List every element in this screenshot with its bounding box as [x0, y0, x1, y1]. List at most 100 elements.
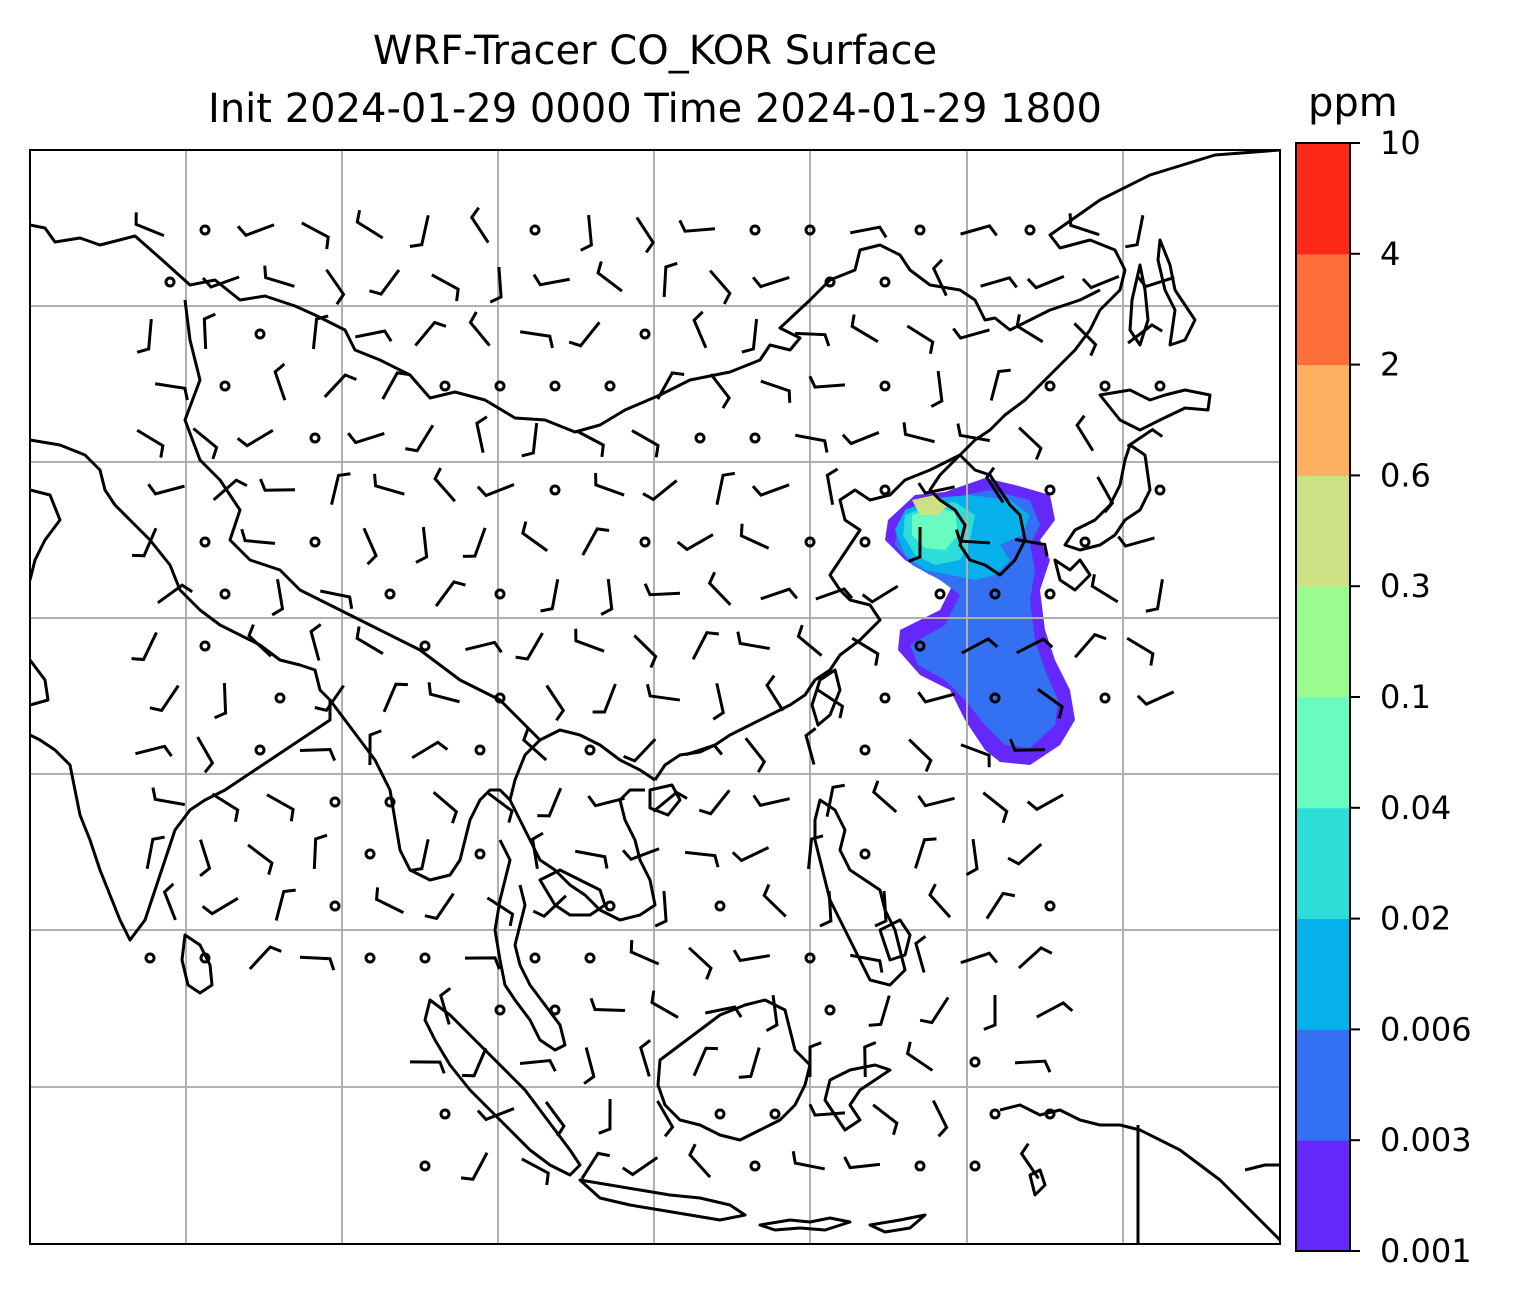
wind-barb: [960, 951, 999, 965]
wind-barb: [965, 838, 979, 876]
wind-barb: [871, 780, 898, 814]
wind-barb: [642, 479, 678, 502]
calm-wind-marker: [604, 900, 616, 912]
colorbar-tick-label: 0.1: [1380, 678, 1431, 716]
colorbar-segment: [1296, 475, 1350, 587]
calm-wind-marker: [1044, 484, 1056, 496]
wind-barb: [874, 890, 888, 928]
wind-barb: [952, 327, 990, 340]
wind-barb: [145, 835, 165, 870]
wind-barb: [738, 1047, 761, 1079]
wind-barbs: [131, 206, 1175, 1186]
wind-barb: [685, 743, 724, 757]
calm-wind-marker: [494, 1004, 506, 1016]
wind-barb: [594, 472, 625, 497]
wind-barb: [475, 415, 488, 453]
wind-barb: [985, 891, 1016, 920]
wind-barb: [623, 738, 657, 763]
wind-barb: [760, 587, 799, 601]
wind-barb: [1125, 214, 1145, 249]
wind-barb: [309, 623, 322, 661]
wind-barb: [568, 321, 601, 348]
calm-wind-marker: [274, 692, 286, 704]
wind-barb: [631, 429, 660, 458]
wind-barb: [414, 320, 447, 347]
calm-wind-marker: [384, 588, 396, 600]
calm-wind-marker: [199, 952, 211, 964]
wind-barb: [851, 636, 880, 666]
wind-barb: [960, 224, 998, 237]
calm-wind-marker: [934, 588, 946, 600]
wind-barb: [468, 311, 491, 347]
wind-barb: [819, 890, 833, 928]
wind-barb: [849, 953, 884, 973]
calm-wind-marker: [419, 640, 431, 652]
calm-wind-marker: [494, 692, 506, 704]
wind-barb: [405, 424, 435, 453]
wind-barb: [521, 422, 539, 458]
calm-wind-marker: [989, 692, 1001, 704]
wind-barb: [928, 883, 952, 919]
wind-barb: [1014, 1059, 1052, 1073]
wind-barb: [259, 478, 296, 492]
calm-wind-marker: [309, 432, 321, 444]
wind-barb: [908, 738, 933, 773]
wind-barb: [382, 682, 408, 713]
wind-barb: [691, 631, 719, 661]
calm-wind-marker: [749, 224, 761, 236]
wind-barb: [131, 631, 158, 662]
wind-barb: [299, 955, 336, 971]
wind-barb: [1015, 314, 1044, 344]
colorbar-tick-label: 0.04: [1380, 789, 1451, 827]
wind-barb: [515, 632, 544, 661]
wind-barb: [136, 318, 153, 354]
calm-wind-marker: [199, 224, 211, 236]
colorbar-tick-label: 10: [1380, 124, 1421, 162]
wind-barb: [432, 791, 459, 824]
wind-barb: [741, 318, 759, 354]
wind-barb: [347, 432, 385, 445]
wind-barb: [635, 216, 656, 254]
wind-barb: [650, 990, 679, 1019]
wind-barb: [808, 1103, 846, 1117]
wind-barb: [330, 472, 351, 505]
colorbar-segment: [1296, 697, 1350, 809]
wind-barb: [804, 727, 817, 765]
wind-barb: [530, 831, 544, 870]
wind-barb: [487, 791, 514, 823]
calm-wind-marker: [969, 1160, 981, 1172]
wind-barb: [983, 994, 997, 1031]
wind-barb: [373, 473, 405, 496]
wind-barb: [132, 527, 158, 558]
wind-barb: [1126, 427, 1164, 448]
calm-wind-marker: [199, 536, 211, 548]
wind-barb: [519, 330, 554, 349]
wind-barb: [1009, 738, 1046, 752]
calm-wind-marker: [494, 380, 506, 392]
wind-barb: [462, 527, 487, 558]
wind-barb: [434, 580, 466, 607]
colorbar-tick-label: 0.6: [1380, 456, 1431, 494]
wind-barb: [752, 794, 790, 807]
colorbar-segment: [1296, 1140, 1350, 1252]
wind-barb: [587, 795, 625, 808]
wind-barb: [263, 265, 295, 288]
wind-barb: [247, 843, 274, 876]
wind-barb: [1019, 1142, 1040, 1180]
wind-barb: [521, 1157, 550, 1186]
wind-barb: [355, 209, 384, 240]
colorbar-tick-label: 0.3: [1380, 567, 1431, 605]
wind-barb: [301, 221, 330, 250]
wind-barb: [872, 1103, 899, 1136]
wind-barb: [600, 578, 614, 616]
wind-barb: [1026, 274, 1065, 290]
wind-barb: [705, 1005, 743, 1018]
wind-barb: [465, 640, 503, 654]
wind-barb: [581, 527, 610, 556]
calm-wind-marker: [604, 380, 616, 392]
calm-wind-marker: [1154, 484, 1166, 496]
wind-barb: [196, 736, 215, 774]
wind-barb: [415, 526, 429, 564]
wind-barb: [486, 896, 515, 927]
wind-barb: [134, 212, 165, 237]
